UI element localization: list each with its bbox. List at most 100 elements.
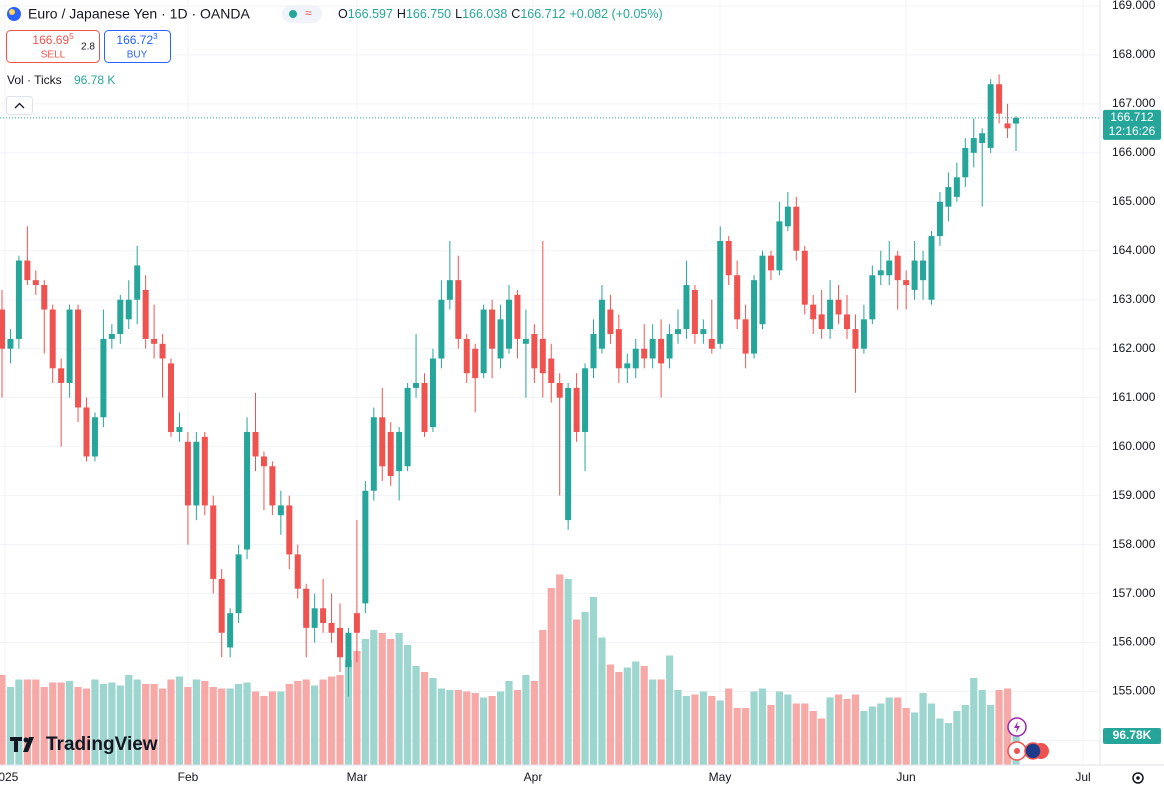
status-pill[interactable] <box>282 5 322 23</box>
volume-bar <box>834 694 843 765</box>
last-price-label: 166.712 <box>1110 110 1154 124</box>
volume-bar <box>987 705 995 765</box>
candle-body <box>928 236 935 300</box>
volume-bar <box>15 679 23 765</box>
candle-body <box>776 221 783 271</box>
volume-bar <box>302 679 310 765</box>
candle-body <box>294 554 301 589</box>
candle-body <box>852 329 859 349</box>
candle-body <box>962 147 969 178</box>
legend-key: L <box>455 7 462 21</box>
spread: 2.8 <box>81 42 95 53</box>
volume-bar <box>919 693 927 765</box>
volume-bar <box>437 688 445 765</box>
volume-bar <box>150 684 158 765</box>
candle-body <box>117 299 124 335</box>
candle-body <box>531 334 538 369</box>
volume-bar <box>133 679 141 765</box>
volume-bar <box>243 682 251 765</box>
volume-bar <box>725 688 733 765</box>
candle-body <box>565 387 572 521</box>
volume-bar <box>530 681 538 765</box>
volume-bar <box>277 691 285 765</box>
volume-bar <box>412 666 420 765</box>
settings-icon[interactable] <box>1132 772 1144 784</box>
symbol-icon-dot <box>9 9 15 15</box>
candle-body <box>337 627 343 658</box>
legend-value: 166.597 <box>348 7 393 21</box>
volume-bar <box>23 679 31 765</box>
candle-body <box>168 363 174 432</box>
volume-bar <box>251 691 260 765</box>
volume-bar <box>598 637 606 765</box>
candle-body <box>666 334 673 359</box>
buy-button[interactable] <box>104 30 171 63</box>
candle-body <box>573 387 580 432</box>
last-price-box <box>1103 109 1161 140</box>
volume-bar <box>995 690 1003 765</box>
candle-body <box>979 133 986 144</box>
volume-bar <box>708 696 716 765</box>
legend-key: O <box>338 7 348 21</box>
candle-body <box>860 319 867 349</box>
volume-bar <box>32 679 40 765</box>
volume-bar <box>446 690 454 765</box>
collapse-button[interactable] <box>6 96 33 115</box>
candle-body <box>83 407 90 457</box>
volume-bar <box>564 579 572 765</box>
y-tick-label: 167.000 <box>1112 96 1156 110</box>
candle-body <box>159 343 166 359</box>
y-tick-label: 166.000 <box>1112 145 1156 159</box>
candle-body <box>379 417 386 467</box>
sell-button[interactable] <box>6 30 100 63</box>
volume-bar <box>294 681 302 765</box>
volume-bar <box>691 694 699 765</box>
candle-body <box>742 319 749 354</box>
candle-body <box>996 84 1003 114</box>
volume-bar <box>167 679 175 765</box>
candle-body <box>759 255 766 325</box>
ohlc-legend: O166.597 H166.750 L166.038 C166.712 +0.082 (… <box>338 7 663 21</box>
volume-bar <box>606 664 614 765</box>
volume-bar <box>792 703 800 765</box>
volume-bar <box>809 711 817 765</box>
candle-body <box>201 436 208 506</box>
candle-body <box>598 299 605 349</box>
candle-body <box>455 280 462 339</box>
candle-body <box>548 358 555 383</box>
candle-body <box>472 348 479 379</box>
legend-value: 166.038 <box>462 7 507 21</box>
candle-body <box>15 260 22 339</box>
candle-body <box>641 348 648 359</box>
candle-body <box>0 309 5 349</box>
candle-body <box>277 505 284 516</box>
buy-label: BUY <box>127 50 148 61</box>
candle-body <box>1004 123 1011 129</box>
candle-body <box>827 299 834 330</box>
candle-body <box>801 250 808 305</box>
volume-bar <box>927 703 936 765</box>
volume-bar <box>74 687 82 765</box>
volume-value: 96.78 K <box>74 73 115 87</box>
volume-bar <box>319 679 327 765</box>
y-tick-label: 159.000 <box>1112 488 1156 502</box>
volume-bar <box>353 651 361 765</box>
y-tick-label: 169.000 <box>1112 0 1156 12</box>
candle-body <box>396 431 403 472</box>
candle-body <box>590 334 597 369</box>
candle-body <box>193 441 200 506</box>
candle-body <box>362 490 369 604</box>
volume-bar <box>99 684 107 765</box>
candle-body <box>184 441 191 506</box>
candle-body <box>970 138 977 153</box>
candle-body <box>24 260 31 281</box>
candle-body <box>658 338 665 364</box>
candle-body <box>556 382 563 398</box>
x-tick-label: May <box>709 770 732 784</box>
candle-body <box>218 578 225 633</box>
candle-body <box>987 84 994 148</box>
volume-bar <box>911 712 919 765</box>
logo-text: TradingView <box>46 734 158 755</box>
candle-body <box>446 280 453 300</box>
news-icon[interactable] <box>1024 742 1042 760</box>
